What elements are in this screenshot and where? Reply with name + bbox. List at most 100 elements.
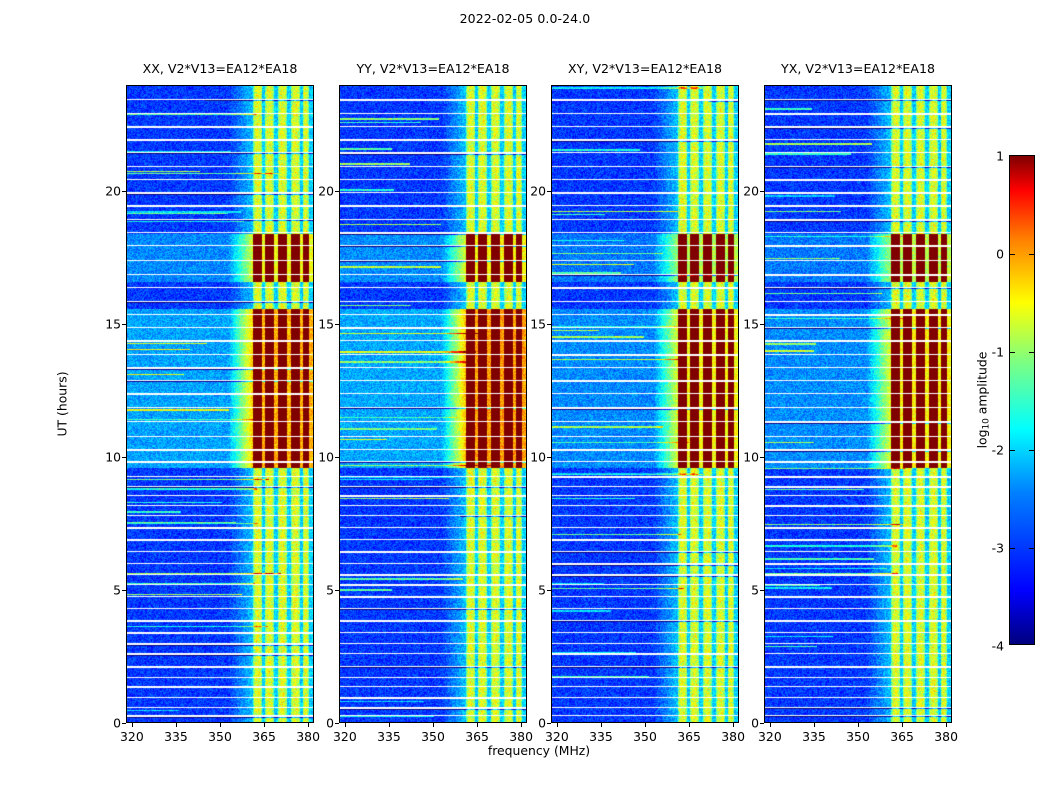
dynamic-spectrum-image-yy bbox=[340, 86, 526, 722]
x-tick-label: 380 bbox=[509, 729, 533, 744]
x-tick-label: 320 bbox=[120, 729, 144, 744]
y-tick-label: 10 bbox=[743, 449, 759, 465]
heatmap-axes-yy bbox=[339, 85, 527, 723]
dynamic-spectrum-image-xy bbox=[552, 86, 738, 722]
x-tick-mark bbox=[813, 723, 815, 727]
y-tick-label: 0 bbox=[326, 715, 334, 731]
x-tick-group: 320 335 350 365 380 bbox=[545, 723, 745, 753]
y-tick-mark bbox=[547, 590, 551, 592]
x-tick-mark bbox=[131, 723, 133, 727]
panel-title-xy: XY, V2*V13=EA12*EA18 bbox=[568, 61, 722, 76]
y-tick-mark bbox=[335, 723, 339, 724]
y-tick-mark bbox=[335, 191, 339, 193]
y-tick-label: 15 bbox=[318, 316, 334, 332]
y-tick-mark bbox=[335, 324, 339, 326]
colorbar-tick-mark bbox=[1010, 450, 1015, 451]
dynamic-spectrum-image-yx bbox=[765, 86, 951, 722]
x-tick-mark bbox=[769, 723, 771, 727]
y-tick-label: 20 bbox=[530, 183, 546, 199]
x-tick-label: 335 bbox=[802, 729, 826, 744]
x-tick-mark bbox=[858, 723, 859, 727]
y-tick-label: 15 bbox=[105, 316, 121, 332]
y-tick-mark bbox=[547, 191, 551, 193]
y-tick-mark bbox=[760, 191, 764, 193]
x-tick-label: 320 bbox=[333, 729, 357, 744]
y-tick-mark bbox=[547, 324, 551, 326]
panel-title-yy: YY, V2*V13=EA12*EA18 bbox=[356, 61, 510, 76]
x-tick-label: 380 bbox=[296, 729, 320, 744]
x-tick-label: 350 bbox=[421, 729, 445, 744]
x-tick-label: 365 bbox=[677, 729, 701, 744]
y-tick-label: 20 bbox=[105, 183, 121, 199]
panel-xy: XY, V2*V13=EA12*EA18 0 5 10 15 20 320 335 350 365… bbox=[530, 61, 745, 744]
x-tick-mark bbox=[600, 723, 602, 727]
y-tick-mark bbox=[122, 324, 126, 326]
colorbar-label-tail: amplitude bbox=[974, 351, 990, 419]
colorbar-label: log10 amplitude bbox=[974, 352, 991, 449]
panel-yx: YX, V2*V13=EA12*EA18 0 5 10 15 20 320 335 350 365… bbox=[743, 61, 958, 744]
y-tick-mark bbox=[335, 457, 339, 459]
x-tick-mark bbox=[433, 723, 434, 727]
x-tick-mark bbox=[477, 723, 479, 727]
colorbar-tick-mark bbox=[1029, 548, 1034, 549]
x-tick-mark bbox=[556, 723, 558, 727]
colorbar-tick-mark bbox=[1029, 352, 1034, 353]
x-tick-mark bbox=[733, 723, 735, 727]
x-tick-label: 350 bbox=[208, 729, 232, 744]
y-tick-mark bbox=[335, 590, 339, 592]
y-tick-mark bbox=[760, 590, 764, 592]
x-tick-mark bbox=[388, 723, 390, 727]
colorbar-tick-mark bbox=[1010, 352, 1015, 353]
x-tick-mark bbox=[344, 723, 346, 727]
colorbar: 1 0 -1 -2 -3 -4 bbox=[992, 149, 1035, 654]
x-tick-label: 380 bbox=[934, 729, 958, 744]
x-tick-group: 320 335 350 365 380 bbox=[120, 723, 320, 753]
y-tick-mark bbox=[547, 723, 551, 724]
x-tick-mark bbox=[264, 723, 266, 727]
colorbar-tick-label: -2 bbox=[991, 442, 1004, 458]
colorbar-label-main: log bbox=[974, 429, 990, 449]
x-tick-mark bbox=[220, 723, 221, 727]
heatmap-axes-yx bbox=[764, 85, 952, 723]
y-tick-mark bbox=[122, 723, 126, 724]
x-tick-group: 320 335 350 365 380 bbox=[333, 723, 533, 753]
y-tick-label: 10 bbox=[105, 449, 121, 465]
heatmap-axes-xy bbox=[551, 85, 739, 723]
heatmap-axes-xx bbox=[126, 85, 314, 723]
y-tick-mark bbox=[122, 191, 126, 193]
y-tick-label: 5 bbox=[538, 582, 546, 598]
colorbar-label-sub: 10 bbox=[981, 418, 992, 430]
y-tick-label: 5 bbox=[326, 582, 334, 598]
colorbar-tick-mark bbox=[1010, 254, 1015, 255]
y-axis-label: UT (hours) bbox=[54, 371, 70, 437]
panel-yy: YY, V2*V13=EA12*EA18 0 5 10 15 20 320 335 350 365… bbox=[318, 61, 533, 744]
y-tick-label: 10 bbox=[318, 449, 334, 465]
x-tick-label: 350 bbox=[846, 729, 870, 744]
x-tick-label: 365 bbox=[252, 729, 276, 744]
colorbar-tick-mark bbox=[1029, 450, 1034, 451]
x-tick-mark bbox=[946, 723, 948, 727]
colorbar-tick-label: -1 bbox=[991, 344, 1004, 360]
x-tick-mark bbox=[902, 723, 904, 727]
panel-title-yx: YX, V2*V13=EA12*EA18 bbox=[781, 61, 935, 76]
x-tick-label: 350 bbox=[633, 729, 657, 744]
panel-title-xx: XX, V2*V13=EA12*EA18 bbox=[142, 61, 298, 76]
x-tick-mark bbox=[175, 723, 177, 727]
figure-suptitle: 2022-02-05 0.0-24.0 bbox=[459, 11, 591, 26]
y-tick-mark bbox=[122, 590, 126, 592]
x-tick-label: 320 bbox=[545, 729, 569, 744]
y-tick-label: 5 bbox=[751, 582, 759, 598]
x-tick-mark bbox=[645, 723, 646, 727]
x-tick-label: 380 bbox=[721, 729, 745, 744]
y-tick-label: 15 bbox=[530, 316, 546, 332]
y-tick-mark bbox=[760, 324, 764, 326]
x-tick-mark bbox=[521, 723, 523, 727]
colorbar-tick-label: 0 bbox=[996, 246, 1004, 262]
x-tick-mark bbox=[308, 723, 310, 727]
y-tick-label: 0 bbox=[751, 715, 759, 731]
y-tick-mark bbox=[122, 457, 126, 459]
colorbar-tick-label: 1 bbox=[996, 148, 1004, 164]
x-tick-group: 320 335 350 365 380 bbox=[758, 723, 958, 753]
panel-xx: XX, V2*V13=EA12*EA18 0 5 10 15 20 320 335 350 365… bbox=[105, 61, 320, 744]
